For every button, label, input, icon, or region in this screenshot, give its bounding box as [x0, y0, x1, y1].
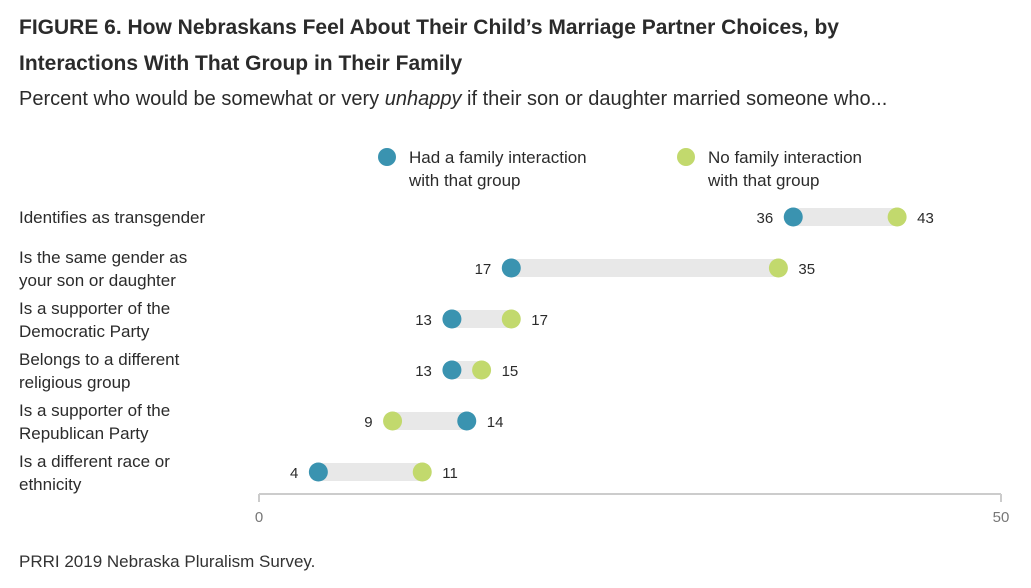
data-label: 17	[475, 261, 492, 278]
range-bar	[392, 412, 467, 430]
source-note: PRRI 2019 Nebraska Pluralism Survey.	[19, 552, 316, 571]
data-label: 13	[415, 312, 432, 329]
category-label: Republican Party	[19, 424, 149, 443]
data-label: 43	[917, 210, 934, 227]
data-label: 4	[290, 465, 298, 482]
data-label: 9	[364, 414, 372, 431]
category-label: Democratic Party	[19, 322, 150, 341]
legend-marker-family	[378, 148, 396, 166]
category-label: religious group	[19, 373, 131, 392]
data-label: 13	[415, 363, 432, 380]
dot-no-family	[472, 360, 492, 380]
dot-no-family	[887, 207, 907, 227]
x-tick-label: 0	[255, 509, 263, 526]
figure-subtitle: Percent who would be somewhat or very un…	[19, 85, 1019, 113]
dot-no-family	[412, 462, 432, 482]
category-label: Is a different race or	[19, 452, 170, 471]
legend-label: with that group	[707, 171, 820, 190]
category-label: your son or daughter	[19, 271, 176, 290]
data-label: 35	[798, 261, 815, 278]
category-label: ethnicity	[19, 475, 82, 494]
subtitle-pre: Percent who would be somewhat or very	[19, 88, 385, 110]
category-label: Belongs to a different	[19, 350, 180, 369]
legend-marker-no-family	[677, 148, 695, 166]
dot-no-family	[768, 258, 788, 278]
range-bar	[793, 208, 898, 226]
data-label: 14	[487, 414, 504, 431]
dot-family	[501, 258, 521, 278]
data-label: 36	[757, 210, 774, 227]
figure-title: FIGURE 6. How Nebraskans Feel About Thei…	[19, 10, 1019, 82]
range-bar	[318, 463, 423, 481]
dot-no-family	[383, 411, 403, 431]
dot-family	[308, 462, 328, 482]
subtitle-post: if their son or daughter married someone…	[461, 88, 888, 110]
range-bar	[451, 310, 512, 328]
title-line-2: Interactions With That Group in Their Fa…	[19, 52, 463, 75]
category-label: Is the same gender as	[19, 248, 187, 267]
legend-label: No family interaction	[708, 148, 862, 167]
legend-label: Had a family interaction	[409, 148, 587, 167]
dot-no-family	[501, 309, 521, 329]
category-label: Is a supporter of the	[19, 299, 170, 318]
subtitle-emphasis: unhappy	[384, 88, 462, 110]
dot-family	[457, 411, 477, 431]
data-label: 15	[502, 363, 519, 380]
data-label: 17	[531, 312, 548, 329]
dot-family	[783, 207, 803, 227]
legend-label: with that group	[408, 171, 521, 190]
category-label: Is a supporter of the	[19, 401, 170, 420]
title-line-1: FIGURE 6. How Nebraskans Feel About Thei…	[19, 16, 839, 39]
range-bar	[511, 259, 779, 277]
dot-family	[442, 360, 462, 380]
dot-family	[442, 309, 462, 329]
x-tick-label: 50	[993, 509, 1010, 526]
data-label: 11	[442, 465, 458, 482]
category-label: Identifies as transgender	[19, 208, 206, 227]
